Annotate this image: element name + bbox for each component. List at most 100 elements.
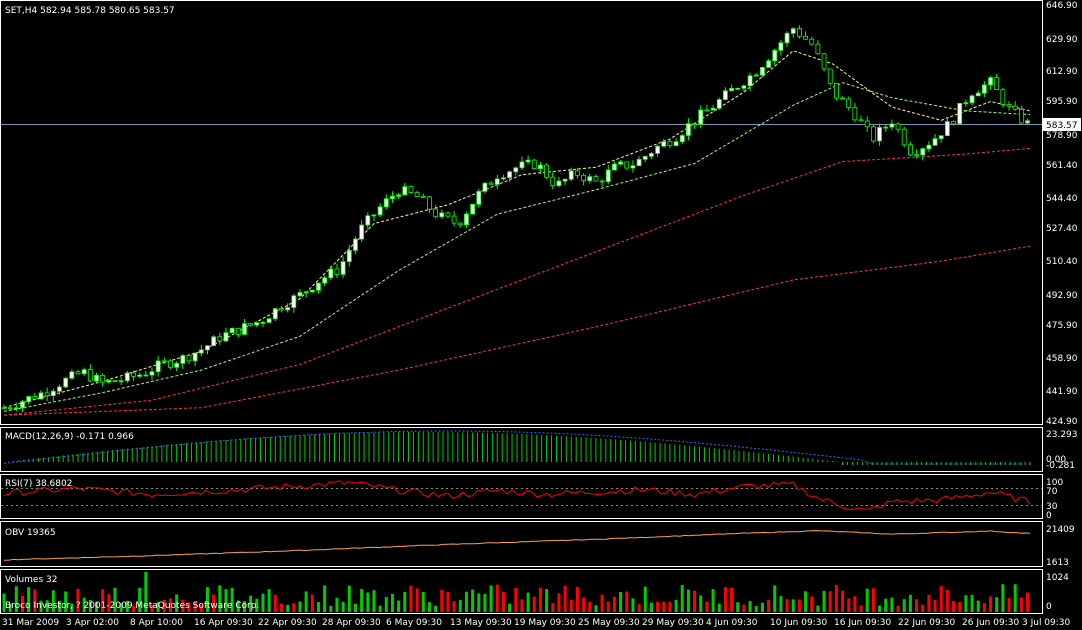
candle-body <box>716 99 722 109</box>
macd-axis-label: -0.281 <box>1046 461 1075 471</box>
candle-body <box>846 98 852 108</box>
candle-body <box>155 360 161 373</box>
ma-mid-line <box>3 82 1031 412</box>
price-label: 578.90 <box>1046 131 1078 141</box>
candle-body <box>599 180 605 183</box>
volume-bar <box>600 594 604 612</box>
candle-body <box>920 148 926 156</box>
volume-bar <box>329 605 333 612</box>
candle-body <box>907 144 913 156</box>
volume-bar <box>619 591 623 612</box>
candle-body <box>174 363 180 368</box>
volume-bar <box>372 590 376 612</box>
candle-body <box>334 268 340 275</box>
candle-body <box>248 323 254 326</box>
price-label: 612.90 <box>1046 67 1078 77</box>
volume-bar <box>748 601 752 612</box>
volume-bar <box>366 592 370 612</box>
candle-body <box>1000 89 1006 105</box>
candle-body <box>815 43 821 55</box>
candle-body <box>291 295 297 308</box>
macd-histogram <box>8 432 1031 465</box>
price-label: 595.90 <box>1046 97 1078 107</box>
current-price-box <box>1043 118 1081 131</box>
rsi-axis-label: 0 <box>1046 511 1052 521</box>
volume-bar <box>175 594 179 612</box>
candle-body <box>587 176 593 182</box>
candle-body <box>235 327 241 335</box>
candle-body <box>1006 104 1012 107</box>
volume-bar <box>255 598 259 612</box>
candle-body <box>741 85 747 89</box>
time-label: 28 Apr 09:30 <box>322 618 381 628</box>
candle-body <box>821 53 827 70</box>
candle-body <box>624 161 630 169</box>
volume-bar <box>452 601 456 612</box>
obv-title: OBV 19365 <box>5 528 56 538</box>
volume-bar <box>242 601 246 612</box>
candle-body <box>877 127 882 142</box>
volume-bar <box>785 599 789 612</box>
volume-bar <box>631 598 635 612</box>
candle-body <box>445 212 451 217</box>
rsi-axis-label: 100 <box>1046 478 1063 488</box>
macd-axis-label: 23.293 <box>1046 430 1078 440</box>
time-label: 19 May 09:30 <box>514 618 576 628</box>
candle-body <box>667 141 673 147</box>
volume-bar <box>8 603 12 612</box>
main-chart-title: SET,H4 582.94 585.78 580.65 583.57 <box>5 6 175 16</box>
volume-bar <box>310 594 314 612</box>
price-label: 441.90 <box>1046 387 1078 397</box>
candle-body <box>852 106 858 121</box>
moving-averages <box>3 50 1031 416</box>
volume-bar <box>625 591 629 612</box>
obv-panel-frame <box>0 521 1043 567</box>
macd-panel-frame <box>0 427 1043 472</box>
time-label: 29 May 09:30 <box>642 618 704 628</box>
candle-body <box>309 289 315 293</box>
volume-bar <box>353 603 357 612</box>
volume-bar <box>834 584 838 612</box>
candle-body <box>710 107 716 111</box>
volume-bar <box>736 602 740 612</box>
volume-bar <box>606 601 610 612</box>
candle-body <box>149 371 155 376</box>
candle-body <box>20 401 25 409</box>
volume-bar <box>212 594 216 612</box>
candlesticks <box>1 25 1030 413</box>
volume-bar <box>532 596 536 612</box>
price-label: 629.90 <box>1046 35 1078 45</box>
candle-body <box>87 369 93 382</box>
macd-signal-line <box>3 430 1030 465</box>
candle-body <box>901 128 907 146</box>
volume-bar <box>39 600 43 612</box>
volume-bar <box>699 595 703 612</box>
volume-bar <box>612 596 616 612</box>
volume-bar <box>1026 592 1030 612</box>
volume-bar <box>816 605 820 612</box>
rsi-line <box>3 480 1031 510</box>
volume-bar <box>970 594 974 612</box>
volume-bar <box>279 603 283 612</box>
candle-body <box>538 164 543 170</box>
volume-bar <box>575 586 579 612</box>
candle-body <box>94 374 99 382</box>
volume-bar <box>397 600 401 612</box>
candle-body <box>44 392 50 396</box>
volume-bar <box>45 600 49 612</box>
volumes-panel-frame <box>0 569 1043 614</box>
volume-bar <box>804 591 808 612</box>
volume-bar <box>378 605 382 612</box>
volume-bar <box>440 589 444 612</box>
candle-body <box>981 84 987 94</box>
volume-bar <box>421 591 425 612</box>
candle-body <box>254 322 260 326</box>
volume-bar <box>477 593 481 612</box>
candle-body <box>482 182 488 192</box>
volume-bar <box>828 591 832 612</box>
volume-bar <box>384 596 388 612</box>
candle-body <box>1012 105 1018 110</box>
candle-body <box>322 277 328 284</box>
candle-body <box>618 161 623 165</box>
